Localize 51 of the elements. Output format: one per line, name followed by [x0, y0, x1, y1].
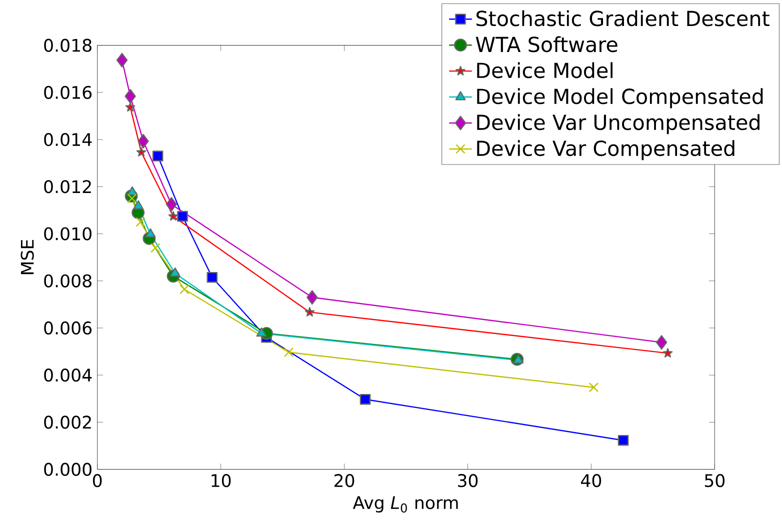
- legend-label: Device Model: [477, 62, 612, 78]
- y-tick-label: 0.014: [44, 132, 92, 146]
- x-tick-label: 10: [212, 474, 231, 488]
- point: [177, 210, 188, 222]
- point: [360, 394, 371, 405]
- y-tick-label: 0.004: [44, 368, 92, 382]
- point: [256, 327, 267, 337]
- point: [168, 211, 178, 221]
- point: [656, 335, 668, 350]
- point: [136, 147, 146, 157]
- x-tick-label: 0: [92, 474, 102, 488]
- point: [136, 217, 146, 227]
- point: [618, 434, 629, 446]
- x-tick-label: 50: [704, 474, 725, 488]
- y-tick-label: 0.006: [44, 321, 92, 335]
- point: [170, 267, 180, 277]
- y-tick-label: 0.012: [44, 180, 91, 194]
- point: [588, 382, 599, 392]
- y-tick-label: 0.010: [44, 227, 92, 240]
- legend-label: Stochastic Gradient Descent: [476, 10, 770, 26]
- legend-label: WTA Software: [476, 36, 618, 52]
- y-tick-label: 0.008: [44, 274, 92, 288]
- y-tick-label: 0.018: [44, 38, 92, 52]
- x-tick-label: 20: [334, 474, 354, 488]
- legend-label: Device Var Uncompensated: [477, 114, 760, 134]
- point: [306, 290, 318, 305]
- point: [150, 243, 160, 253]
- point: [152, 150, 164, 162]
- y-tick-label: 0.000: [44, 462, 92, 476]
- x-tick-label: 40: [581, 474, 602, 488]
- point: [662, 348, 673, 358]
- y-tick-label: 0.016: [44, 86, 92, 99]
- point: [284, 347, 294, 358]
- point: [125, 102, 136, 112]
- point: [513, 354, 524, 364]
- point: [166, 197, 178, 212]
- point: [206, 272, 218, 283]
- y-axis-title: MSE: [20, 240, 34, 274]
- point: [127, 186, 138, 196]
- point: [116, 52, 128, 68]
- point: [138, 134, 149, 148]
- legend-label: Device Var Compensated: [477, 140, 734, 160]
- y-tick-label: 0.002: [44, 416, 91, 429]
- x-axis-title: Avg L$_{0}$ norm: [352, 496, 458, 513]
- x-tick-label: 30: [458, 474, 478, 488]
- point: [133, 200, 144, 210]
- point: [304, 307, 315, 316]
- legend-label: Device Model Compensated: [477, 88, 763, 108]
- point: [124, 88, 136, 104]
- point: [145, 228, 156, 238]
- point: [180, 284, 190, 294]
